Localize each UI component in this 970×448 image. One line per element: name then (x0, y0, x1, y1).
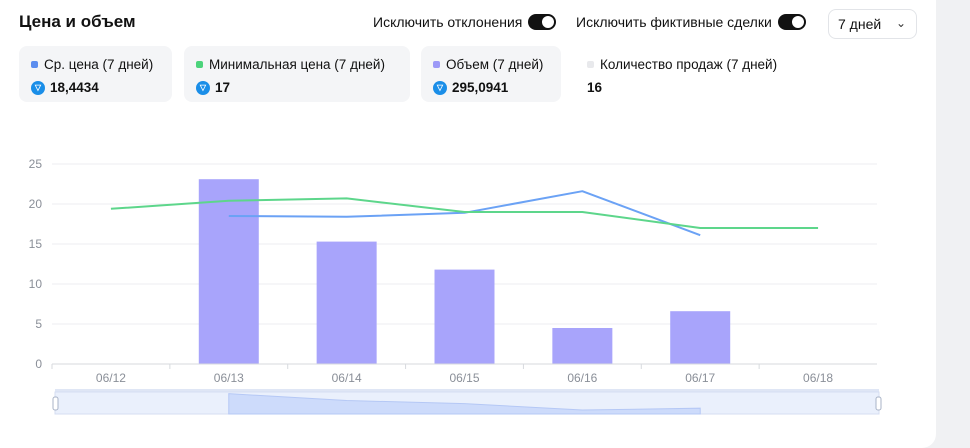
x-tick-label: 06/17 (685, 371, 715, 385)
zoom-right-handle[interactable] (875, 396, 882, 411)
zoom-preview-area (228, 393, 701, 415)
x-tick-label: 06/16 (567, 371, 597, 385)
stat-avg-price: Ср. цена (7 дней) ▽ 18,4434 (19, 46, 172, 102)
stat-volume: Объем (7 дней) ▽ 295,0941 (421, 46, 561, 102)
legend-min-price-swatch (196, 61, 203, 68)
min-price-line (110, 197, 819, 229)
volume-bar (552, 328, 613, 364)
volume-bar (434, 269, 495, 364)
x-tick-label: 06/18 (803, 371, 833, 385)
price-volume-card: Цена и объем Исключить отклонения Исключ… (0, 0, 936, 448)
volume-bar (670, 311, 731, 364)
y-tick-label: 25 (29, 157, 43, 171)
x-axis: 06/12 06/13 06/14 06/15 06/16 06/17 06/18 (51, 363, 877, 385)
stat-min-price-label: Минимальная цена (7 дней) (209, 57, 385, 72)
avg-price-line (228, 190, 701, 237)
stat-sales-count-value: 16 (587, 80, 603, 95)
stat-sales-count-label: Количество продаж (7 дней) (600, 57, 778, 72)
exclude-wash-trades-switch[interactable] (777, 14, 806, 30)
exclude-outliers-label: Исключить отклонения (373, 14, 523, 30)
legend-avg-price-swatch (31, 61, 38, 68)
ton-icon: ▽ (196, 80, 210, 95)
legend-sales-count-swatch (587, 61, 594, 68)
exclude-outliers-toggle[interactable]: Исключить отклонения (373, 14, 557, 30)
exclude-wash-trades-toggle[interactable]: Исключить фиктивные сделки (576, 14, 806, 30)
price-lines (110, 190, 819, 237)
x-tick-label: 06/12 (96, 371, 126, 385)
stat-avg-price-label: Ср. цена (7 дней) (44, 57, 154, 72)
legend-volume-swatch (433, 61, 440, 68)
stat-sales-count: Количество продаж (7 дней) 16 (575, 46, 805, 102)
stat-min-price-value: 17 (215, 80, 231, 95)
volume-bar (316, 241, 377, 364)
x-tick-label: 06/15 (449, 371, 479, 385)
y-tick-label: 0 (35, 357, 42, 371)
x-tick-label: 06/13 (214, 371, 244, 385)
exclude-outliers-switch[interactable] (528, 14, 557, 30)
exclude-wash-trades-label: Исключить фиктивные сделки (576, 14, 772, 30)
period-select-value: 7 дней (838, 16, 882, 32)
stat-min-price: Минимальная цена (7 дней) ▽ 17 (184, 46, 410, 102)
volume-bars (198, 179, 731, 364)
x-tick-label: 06/14 (332, 371, 362, 385)
y-tick-label: 15 (29, 237, 43, 251)
zoom-slider[interactable] (52, 389, 882, 415)
stat-volume-value: 295,0941 (452, 80, 509, 95)
y-tick-label: 5 (35, 317, 42, 331)
ton-icon: ▽ (31, 80, 45, 95)
zoom-left-handle[interactable] (52, 396, 59, 411)
y-tick-label: 20 (29, 197, 43, 211)
stat-avg-price-value: 18,4434 (50, 80, 99, 95)
ton-icon: ▽ (433, 80, 447, 95)
volume-bar (198, 179, 259, 364)
card-title: Цена и объем (19, 12, 136, 31)
chevron-down-icon: ⌄ (895, 16, 906, 30)
stat-volume-label: Объем (7 дней) (446, 57, 544, 72)
period-select[interactable]: 7 дней ⌄ (828, 9, 917, 39)
y-tick-label: 10 (29, 277, 43, 291)
y-axis: 0 5 10 15 20 25 (29, 157, 43, 371)
